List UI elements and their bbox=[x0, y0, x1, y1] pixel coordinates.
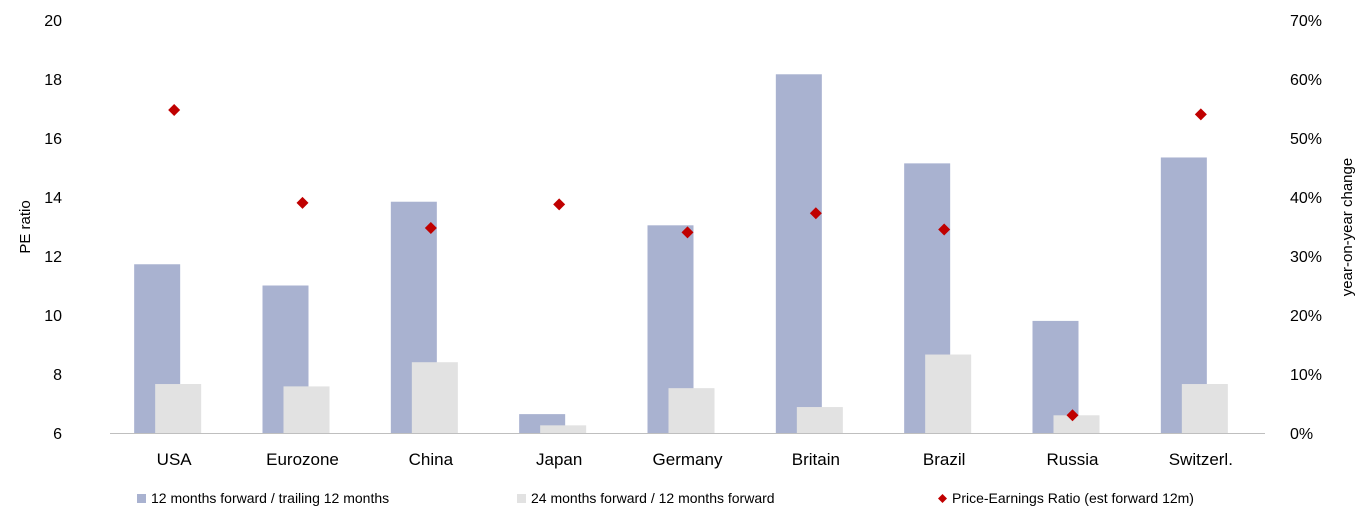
y2-tick-label: 0% bbox=[1290, 426, 1313, 443]
category-label: Switzerl. bbox=[1169, 450, 1233, 469]
y2-tick-label: 50% bbox=[1290, 131, 1322, 148]
bar-24m-fwd-brazil bbox=[925, 354, 972, 433]
pe-marker-switzerl bbox=[1194, 108, 1207, 121]
category-label: Germany bbox=[653, 450, 723, 469]
bar-24m-fwd-china bbox=[411, 362, 458, 433]
bar-12m-fwd-britain bbox=[775, 74, 822, 433]
legend-label: 24 months forward / 12 months forward bbox=[531, 490, 775, 506]
y2-tick-label: 20% bbox=[1290, 308, 1322, 325]
legend: 12 months forward / trailing 12 months 24… bbox=[137, 490, 1194, 506]
bars-layer bbox=[134, 74, 1228, 433]
bar-24m-fwd-switzerl bbox=[1181, 384, 1228, 433]
pe-marker-usa bbox=[168, 103, 181, 116]
category-label: Brazil bbox=[923, 450, 966, 469]
right-axis-tick-labels: 70% 60% 50% 40% 30% 20% 10% 0% bbox=[1290, 13, 1322, 443]
category-labels: USA Eurozone China Japan Germany Britain Brazi… bbox=[157, 450, 1233, 469]
bar-24m-fwd-usa bbox=[155, 384, 202, 433]
legend-swatch bbox=[938, 494, 947, 503]
legend-swatch bbox=[517, 494, 526, 503]
y-axis-title: PE ratio bbox=[17, 200, 34, 253]
pe-marker-britain bbox=[809, 207, 822, 220]
pe-marker-brazil bbox=[938, 223, 951, 236]
pe-marker-russia bbox=[1066, 409, 1079, 422]
y2-axis-title: year-on-year change bbox=[1339, 158, 1356, 296]
bar-24m-fwd-japan bbox=[540, 425, 587, 433]
y2-tick-label: 40% bbox=[1290, 190, 1322, 207]
y-tick-label: 20 bbox=[44, 13, 62, 30]
y-tick-label: 12 bbox=[44, 249, 62, 266]
legend-label: 12 months forward / trailing 12 months bbox=[151, 490, 389, 506]
category-label: Eurozone bbox=[266, 450, 339, 469]
y2-tick-label: 10% bbox=[1290, 367, 1322, 384]
pe-marker-eurozone bbox=[296, 196, 309, 209]
left-axis-tick-labels: 20 18 16 14 12 10 8 6 bbox=[44, 13, 62, 443]
category-label: China bbox=[409, 450, 454, 469]
bar-24m-fwd-eurozone bbox=[283, 386, 330, 433]
category-label: USA bbox=[157, 450, 193, 469]
pe-marker-japan bbox=[553, 198, 566, 211]
category-label: Britain bbox=[792, 450, 840, 469]
legend-label: Price-Earnings Ratio (est forward 12m) bbox=[952, 490, 1194, 506]
pe-marker-china bbox=[424, 221, 437, 234]
category-label: Japan bbox=[536, 450, 582, 469]
bar-24m-fwd-britain bbox=[796, 407, 843, 433]
y-tick-label: 16 bbox=[44, 131, 62, 148]
y2-tick-label: 70% bbox=[1290, 13, 1322, 30]
y-tick-label: 14 bbox=[44, 190, 62, 207]
markers-layer bbox=[168, 103, 1207, 422]
category-label: Russia bbox=[1047, 450, 1100, 469]
bar-24m-fwd-russia bbox=[1053, 415, 1100, 433]
pe-marker-germany bbox=[681, 226, 694, 239]
y2-tick-label: 30% bbox=[1290, 249, 1322, 266]
y-tick-label: 6 bbox=[53, 426, 62, 443]
y-tick-label: 18 bbox=[44, 72, 62, 89]
y-tick-label: 10 bbox=[44, 308, 62, 325]
y2-tick-label: 60% bbox=[1290, 72, 1322, 89]
legend-swatch bbox=[137, 494, 146, 503]
bar-24m-fwd-germany bbox=[668, 388, 715, 433]
y-tick-label: 8 bbox=[53, 367, 62, 384]
